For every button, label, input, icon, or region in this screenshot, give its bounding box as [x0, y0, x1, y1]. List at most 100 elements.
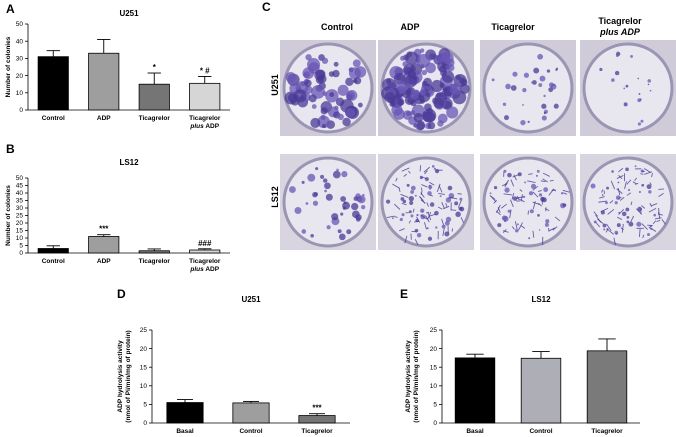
- colony-mark: [433, 97, 445, 109]
- colony-mark: [337, 229, 342, 234]
- colony-mark: [415, 218, 419, 223]
- plate-dish: [582, 42, 674, 134]
- colony-mark: [533, 67, 540, 74]
- colony-mark: [537, 53, 544, 60]
- colony-mark: [509, 209, 512, 219]
- x-category-label-italic: plus: [189, 123, 204, 130]
- colony-mark: [305, 54, 312, 61]
- colony-mark: [593, 220, 597, 224]
- colony-mark: [497, 223, 502, 228]
- colony-mark: [512, 196, 518, 201]
- colony-mark: [553, 103, 559, 109]
- colony-mark: [520, 119, 526, 126]
- colony-mark: [535, 174, 538, 177]
- plate-dish: [482, 156, 574, 248]
- y-tick-label: 20: [16, 220, 24, 227]
- colony-mark: [416, 232, 422, 238]
- colony-mark: [504, 187, 510, 193]
- bar: [88, 52, 120, 111]
- y-tick-label: 0: [433, 420, 437, 427]
- colony-mark: [321, 123, 327, 128]
- colony-mark: [602, 223, 607, 228]
- colony-mark: [362, 193, 365, 197]
- colony-mark: [626, 220, 630, 224]
- colony-mark: [445, 64, 451, 71]
- colony-mark: [614, 230, 619, 235]
- bar: [298, 415, 336, 424]
- plate-ls12-1: [280, 154, 376, 250]
- colony-mark: [623, 102, 628, 107]
- colony-mark: [315, 167, 319, 171]
- chart-e-ls12-adp-hydrolysis: LS12 0 5 10 15 20 25 ADP hydrolysis activity (nm…: [405, 295, 640, 435]
- colony-mark: [503, 193, 513, 196]
- colony-mark: [661, 218, 666, 225]
- colony-mark: [409, 200, 414, 206]
- colony-mark: [460, 217, 464, 223]
- colony-mark: [429, 181, 435, 186]
- colony-mark: [603, 228, 606, 231]
- colony-mark: [324, 189, 327, 193]
- y-axis-label-line2: (nmol of Pi/min/mg of protein): [125, 330, 132, 422]
- colony-mark: [451, 209, 457, 211]
- colony-mark: [520, 225, 526, 229]
- colony-mark: [652, 220, 657, 225]
- colony-mark: [336, 168, 339, 172]
- x-category-label-italic: plus: [189, 266, 204, 273]
- colony-mark: [311, 104, 317, 109]
- colony-mark: [430, 79, 444, 93]
- colony-mark: [310, 234, 314, 238]
- colony-mark: [609, 200, 614, 204]
- colony-mark: [427, 121, 436, 130]
- y-tick-label: 5: [143, 402, 147, 409]
- y-axis-label: Number of colonies: [5, 185, 12, 246]
- chart-d-u251-adp-hydrolysis: U251 0 5 10 15 20 25 ADP hydrolysis activity (nm…: [117, 295, 350, 435]
- y-tick-label: 15: [140, 364, 148, 371]
- y-tick-label: 0: [19, 250, 23, 257]
- colony-mark: [403, 173, 407, 177]
- plate-dish: [582, 156, 674, 248]
- colony-mark: [638, 191, 641, 193]
- colony-mark: [329, 92, 335, 97]
- colony-mark: [538, 229, 541, 231]
- colony-mark: [357, 195, 366, 204]
- colony-mark: [649, 182, 652, 186]
- colony-mark: [424, 170, 428, 175]
- bar: [37, 56, 69, 111]
- colony-mark: [540, 180, 546, 183]
- colony-mark: [501, 215, 507, 221]
- colony-mark: [399, 217, 403, 222]
- y-tick-label: 20: [140, 346, 148, 353]
- colony-mark: [507, 209, 511, 213]
- colony-mark: [303, 72, 309, 78]
- plate-dish: [482, 42, 574, 134]
- colony-mark: [400, 55, 405, 61]
- plate-u251-2: [378, 40, 474, 136]
- colony-mark: [553, 83, 556, 86]
- y-tick-label: 15: [16, 228, 24, 235]
- colony-mark: [511, 192, 515, 200]
- colony-mark: [658, 192, 664, 198]
- colony-mark: [510, 85, 517, 91]
- plate-ls12-4: [580, 154, 676, 250]
- y-tick-label: 50: [16, 175, 24, 182]
- colony-mark: [401, 167, 410, 172]
- colony-mark: [420, 208, 425, 213]
- colony-mark: [397, 99, 405, 106]
- panel-c-photo-grid: Control ADP Ticagrelor Ticagrelor plus A…: [262, 0, 676, 250]
- colony-mark: [555, 68, 558, 71]
- colony-mark: [606, 228, 609, 231]
- colony-mark: [654, 217, 662, 220]
- colony-mark: [355, 214, 362, 221]
- colony-mark: [490, 195, 497, 203]
- colony-mark: [626, 216, 630, 219]
- colony-mark: [408, 195, 414, 202]
- colony-mark: [307, 173, 316, 182]
- colony-mark: [527, 180, 536, 183]
- colony-mark: [337, 113, 344, 121]
- colony-mark: [434, 168, 440, 174]
- colony-mark: [304, 85, 313, 94]
- colony-mark: [342, 201, 351, 210]
- colony-mark: [503, 115, 510, 121]
- colony-mark: [346, 229, 352, 235]
- colony-mark: [317, 115, 330, 129]
